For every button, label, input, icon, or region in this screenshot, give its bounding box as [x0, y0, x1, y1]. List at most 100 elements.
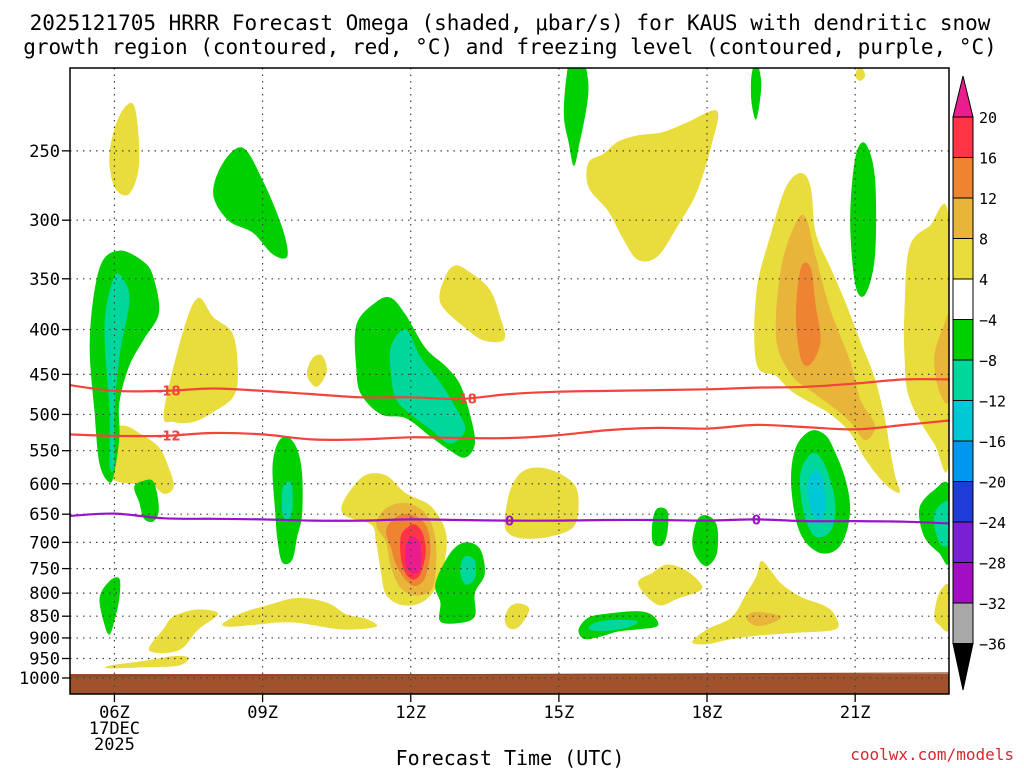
- plot-frame: [69, 67, 950, 695]
- ground-edge: [69, 672, 950, 677]
- colorbar-bin: [952, 562, 974, 604]
- y-tick-label: 900: [29, 629, 60, 649]
- chart-title-line2: growth region (contoured, red, °C) and f…: [23, 35, 997, 59]
- ground-surface: [70, 674, 949, 694]
- colorbar-bin: [952, 400, 974, 442]
- y-tick-label: 700: [29, 533, 60, 553]
- contour-label: -18: [157, 385, 181, 400]
- chart-title-line1: 2025121705 HRRR Forecast Omega (shaded, …: [30, 11, 991, 35]
- y-tick-label: 1000: [19, 669, 60, 689]
- omega-region: [746, 611, 782, 627]
- colorbar-bin: [952, 359, 974, 401]
- colorbar-bin: [952, 521, 974, 563]
- contour-label: 0: [752, 513, 761, 528]
- contour-line: [70, 419, 949, 442]
- omega-region: [651, 507, 669, 547]
- y-tick-label: 950: [29, 649, 60, 669]
- colorbar-bin: [952, 238, 974, 280]
- y-tick-label: 500: [29, 405, 60, 425]
- x-tick-label: 21Z: [840, 703, 871, 723]
- omega-region: [213, 147, 288, 259]
- y-tick-label: 400: [29, 321, 60, 341]
- x-tick-year: 2025: [94, 735, 135, 755]
- omega-region: [148, 609, 219, 654]
- omega-region: [306, 354, 327, 387]
- contour-line: [70, 377, 949, 401]
- colorbar-label: −20: [979, 474, 1006, 492]
- colorbar-label: 12: [979, 190, 997, 208]
- colorbar-label: −16: [979, 433, 1006, 451]
- omega-region: [389, 329, 466, 444]
- omega-region: [439, 265, 506, 343]
- colorbar-bin: [952, 602, 974, 644]
- y-tick-label: 650: [29, 505, 60, 525]
- omega-region: [504, 603, 530, 630]
- colorbar-bin: [952, 157, 974, 199]
- x-axis-label: Forecast Time (UTC): [396, 746, 625, 768]
- colorbar-label: 20: [979, 109, 997, 127]
- contour-label: -18: [453, 392, 477, 407]
- omega-region: [934, 583, 949, 632]
- omega-region: [586, 110, 719, 262]
- omega-region: [934, 314, 949, 404]
- colorbar-label: −32: [979, 595, 1006, 613]
- omega-region: [692, 560, 839, 645]
- colorbar: 20 16 12 8 4 −4 −8 −12 −16 −20 −24 −28 −32 −36: [952, 75, 1006, 691]
- omega-region: [109, 102, 140, 196]
- omega-region: [222, 597, 378, 630]
- colorbar-bin: [952, 278, 974, 320]
- x-tick-date: 17DEC: [89, 719, 140, 739]
- x-tick-label: 15Z: [544, 703, 575, 723]
- credit-text: coolwx.com/models: [850, 745, 1014, 764]
- colorbar-label: −28: [979, 555, 1006, 573]
- temperature-contours: -18 -18 -12 0 0: [70, 377, 949, 530]
- y-tick-label: 550: [29, 442, 60, 462]
- y-axis: 2503003504004505005506006507007508008509…: [19, 142, 70, 689]
- y-tick-label: 450: [29, 365, 60, 385]
- colorbar-label: −24: [979, 514, 1006, 532]
- omega-region: [692, 515, 719, 567]
- colorbar-label: 16: [979, 150, 997, 168]
- omega-region: [99, 577, 121, 635]
- colorbar-bin: [952, 197, 974, 239]
- contour-label: -12: [157, 430, 181, 445]
- x-tick-label: 09Z: [247, 703, 278, 723]
- omega-region: [104, 273, 130, 472]
- colorbar-bin: [952, 481, 974, 523]
- colorbar-bin: [952, 440, 974, 482]
- omega-region: [460, 555, 477, 585]
- grid-lines: [70, 68, 949, 694]
- ground-layer: [69, 672, 950, 694]
- x-tick-label: 18Z: [692, 703, 723, 723]
- omega-region: [588, 619, 638, 632]
- omega-region: [163, 297, 238, 424]
- colorbar-label: −8: [979, 352, 997, 370]
- colorbar-bin: [952, 319, 974, 361]
- colorbar-bottom-arrow: [952, 643, 974, 691]
- y-tick-label: 250: [29, 142, 60, 162]
- x-tick-label: 12Z: [395, 703, 426, 723]
- y-tick-label: 800: [29, 584, 60, 604]
- omega-region: [637, 564, 703, 606]
- contour-label: 0: [505, 515, 514, 530]
- omega-region: [855, 68, 866, 81]
- omega-region: [404, 536, 422, 574]
- omega-region: [281, 481, 293, 521]
- colorbar-label: −36: [979, 636, 1006, 654]
- omega-region: [750, 68, 762, 120]
- omega-region: [134, 479, 159, 523]
- omega-region: [795, 262, 821, 366]
- y-tick-label: 750: [29, 560, 60, 580]
- x-tick-label: 06Z: [99, 703, 130, 723]
- y-tick-label: 300: [29, 211, 60, 231]
- omega-region: [563, 68, 589, 166]
- colorbar-label: 4: [979, 271, 988, 289]
- colorbar-label: −4: [979, 312, 997, 330]
- colorbar-label: 8: [979, 231, 988, 249]
- contour-line: [70, 512, 949, 525]
- omega-shaded-regions: [89, 68, 949, 669]
- y-tick-label: 350: [29, 270, 60, 290]
- omega-region: [903, 203, 949, 473]
